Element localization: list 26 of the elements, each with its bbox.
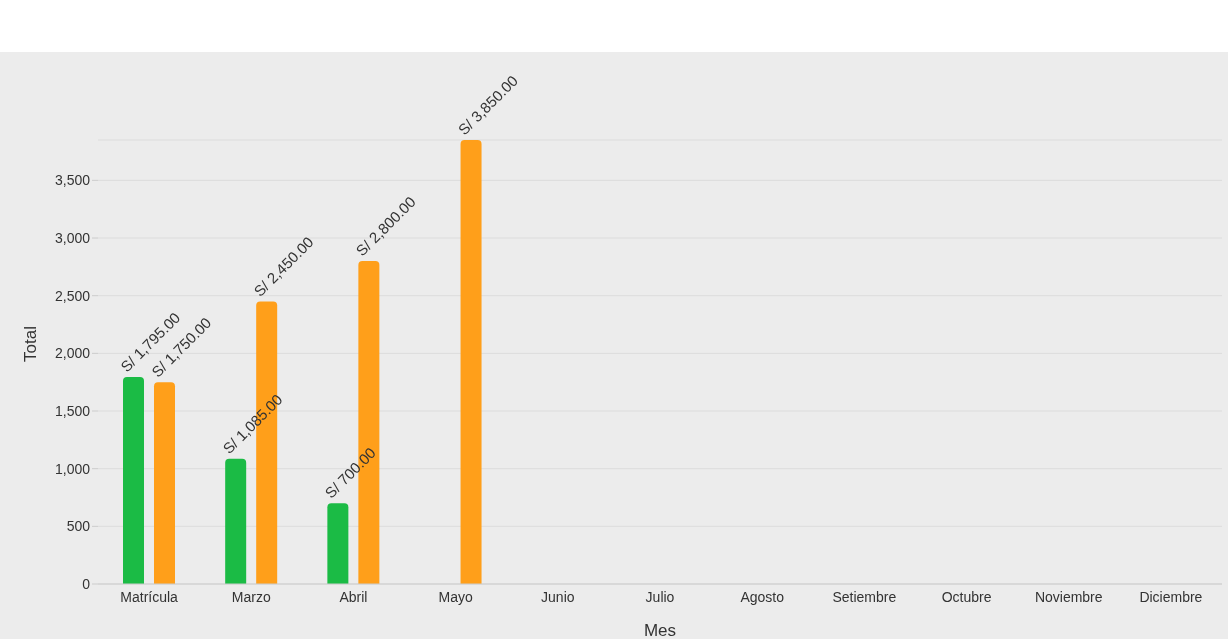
y-tick-label: 1,000	[54, 460, 91, 477]
bar	[154, 382, 175, 584]
y-tick-label: 500	[66, 518, 91, 535]
x-tick-label: Mayo	[438, 588, 473, 605]
x-tick-label: Junio	[541, 588, 575, 605]
bar	[225, 458, 247, 584]
bar	[460, 140, 482, 584]
x-tick-label: Octubre	[941, 588, 992, 605]
y-axis-title: Total	[21, 326, 41, 362]
x-tick-label: Abril	[339, 588, 368, 605]
x-tick-label: Julio	[645, 588, 675, 605]
x-tick-label: Setiembre	[832, 588, 897, 605]
x-axis-title: Mes	[643, 621, 677, 639]
y-tick-label: 0	[82, 575, 91, 592]
bar	[123, 376, 144, 584]
x-tick-label: Noviembre	[1034, 588, 1103, 605]
y-tick-label: 3,500	[54, 172, 91, 189]
y-tick-label: 1,500	[54, 402, 91, 419]
x-tick-label: Agosto	[740, 588, 785, 605]
x-tick-label: Matrícula	[120, 588, 179, 605]
x-tick-label: Marzo	[231, 588, 271, 605]
x-tick-label: Diciembre	[1139, 588, 1203, 605]
y-tick-label: 2,500	[54, 287, 91, 304]
y-tick-label: 2,000	[54, 345, 91, 362]
bar	[327, 503, 349, 584]
y-tick-label: 3,000	[54, 230, 91, 246]
